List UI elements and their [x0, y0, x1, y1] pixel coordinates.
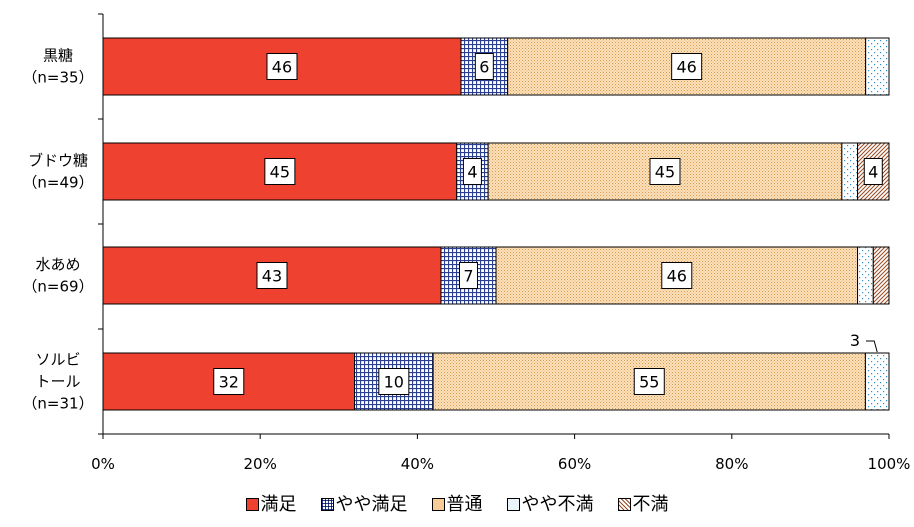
- data-label: 45: [270, 163, 290, 182]
- category-label: （n=69）: [22, 278, 93, 296]
- data-label-box: [633, 368, 665, 395]
- legend-item: 普通: [431, 490, 483, 516]
- data-label: 32: [219, 373, 239, 392]
- chart-legend: 満足 やや満足 普通 やや不満 不満: [0, 490, 914, 516]
- data-label-box: [458, 262, 478, 289]
- data-label-box: [863, 158, 883, 185]
- data-label-box: [474, 53, 494, 80]
- x-tick-label: 60%: [558, 455, 591, 473]
- data-label: 43: [262, 267, 282, 286]
- data-label-box: [256, 262, 288, 289]
- legend-item: 満足: [245, 490, 297, 516]
- bar-segment: [865, 37, 890, 96]
- data-label: 6: [479, 58, 489, 77]
- data-label-leader: [866, 340, 878, 353]
- x-tick-label: 20%: [244, 455, 277, 473]
- data-label: 3: [850, 331, 860, 350]
- data-label-box: [264, 158, 296, 185]
- category-label: （n=49）: [22, 174, 93, 192]
- legend-label: 普通: [446, 494, 483, 515]
- x-tick-label: 0%: [91, 455, 115, 473]
- x-tick-label: 80%: [715, 455, 748, 473]
- bar-segment: [857, 246, 874, 305]
- legend-item: やや不満: [506, 490, 594, 516]
- legend-swatch: [617, 498, 631, 511]
- data-label: 4: [467, 163, 477, 182]
- category-label: 黒糖: [43, 47, 73, 65]
- data-label: 45: [655, 163, 675, 182]
- category-label: ソルビ: [35, 351, 80, 369]
- data-label: 46: [676, 58, 696, 77]
- data-label-box: [462, 158, 482, 185]
- legend-item: 不満: [617, 490, 669, 516]
- category-label: トール: [35, 373, 80, 391]
- legend-item: やや満足: [320, 490, 408, 516]
- data-label: 46: [667, 267, 687, 286]
- legend-label: 満足: [260, 494, 297, 515]
- data-label: 46: [272, 58, 292, 77]
- category-label: （n=35）: [22, 69, 93, 87]
- category-label: （n=31）: [22, 395, 93, 413]
- bar-segment: [872, 246, 890, 305]
- data-label: 4: [868, 163, 878, 182]
- category-label: ブドウ糖: [28, 152, 88, 170]
- data-label-box: [671, 53, 703, 80]
- bar-segment: [841, 142, 859, 201]
- data-label-box: [266, 53, 298, 80]
- legend-swatch: [245, 498, 259, 511]
- legend-label: やや不満: [521, 494, 594, 515]
- legend-swatch: [506, 498, 520, 511]
- category-label: 水あめ: [35, 256, 80, 274]
- data-label: 7: [463, 267, 473, 286]
- legend-swatch: [320, 498, 334, 511]
- data-label: 10: [384, 373, 404, 392]
- data-label-box: [661, 262, 693, 289]
- bar-segment: [864, 352, 890, 411]
- data-label-box: [378, 368, 410, 395]
- data-label: 55: [639, 373, 659, 392]
- data-label-box: [213, 368, 245, 395]
- legend-swatch: [431, 498, 445, 511]
- data-label-box: [649, 158, 681, 185]
- x-tick-label: 100%: [868, 455, 911, 473]
- legend-label: やや満足: [335, 494, 408, 515]
- legend-label: 不満: [632, 494, 669, 515]
- x-tick-label: 40%: [401, 455, 434, 473]
